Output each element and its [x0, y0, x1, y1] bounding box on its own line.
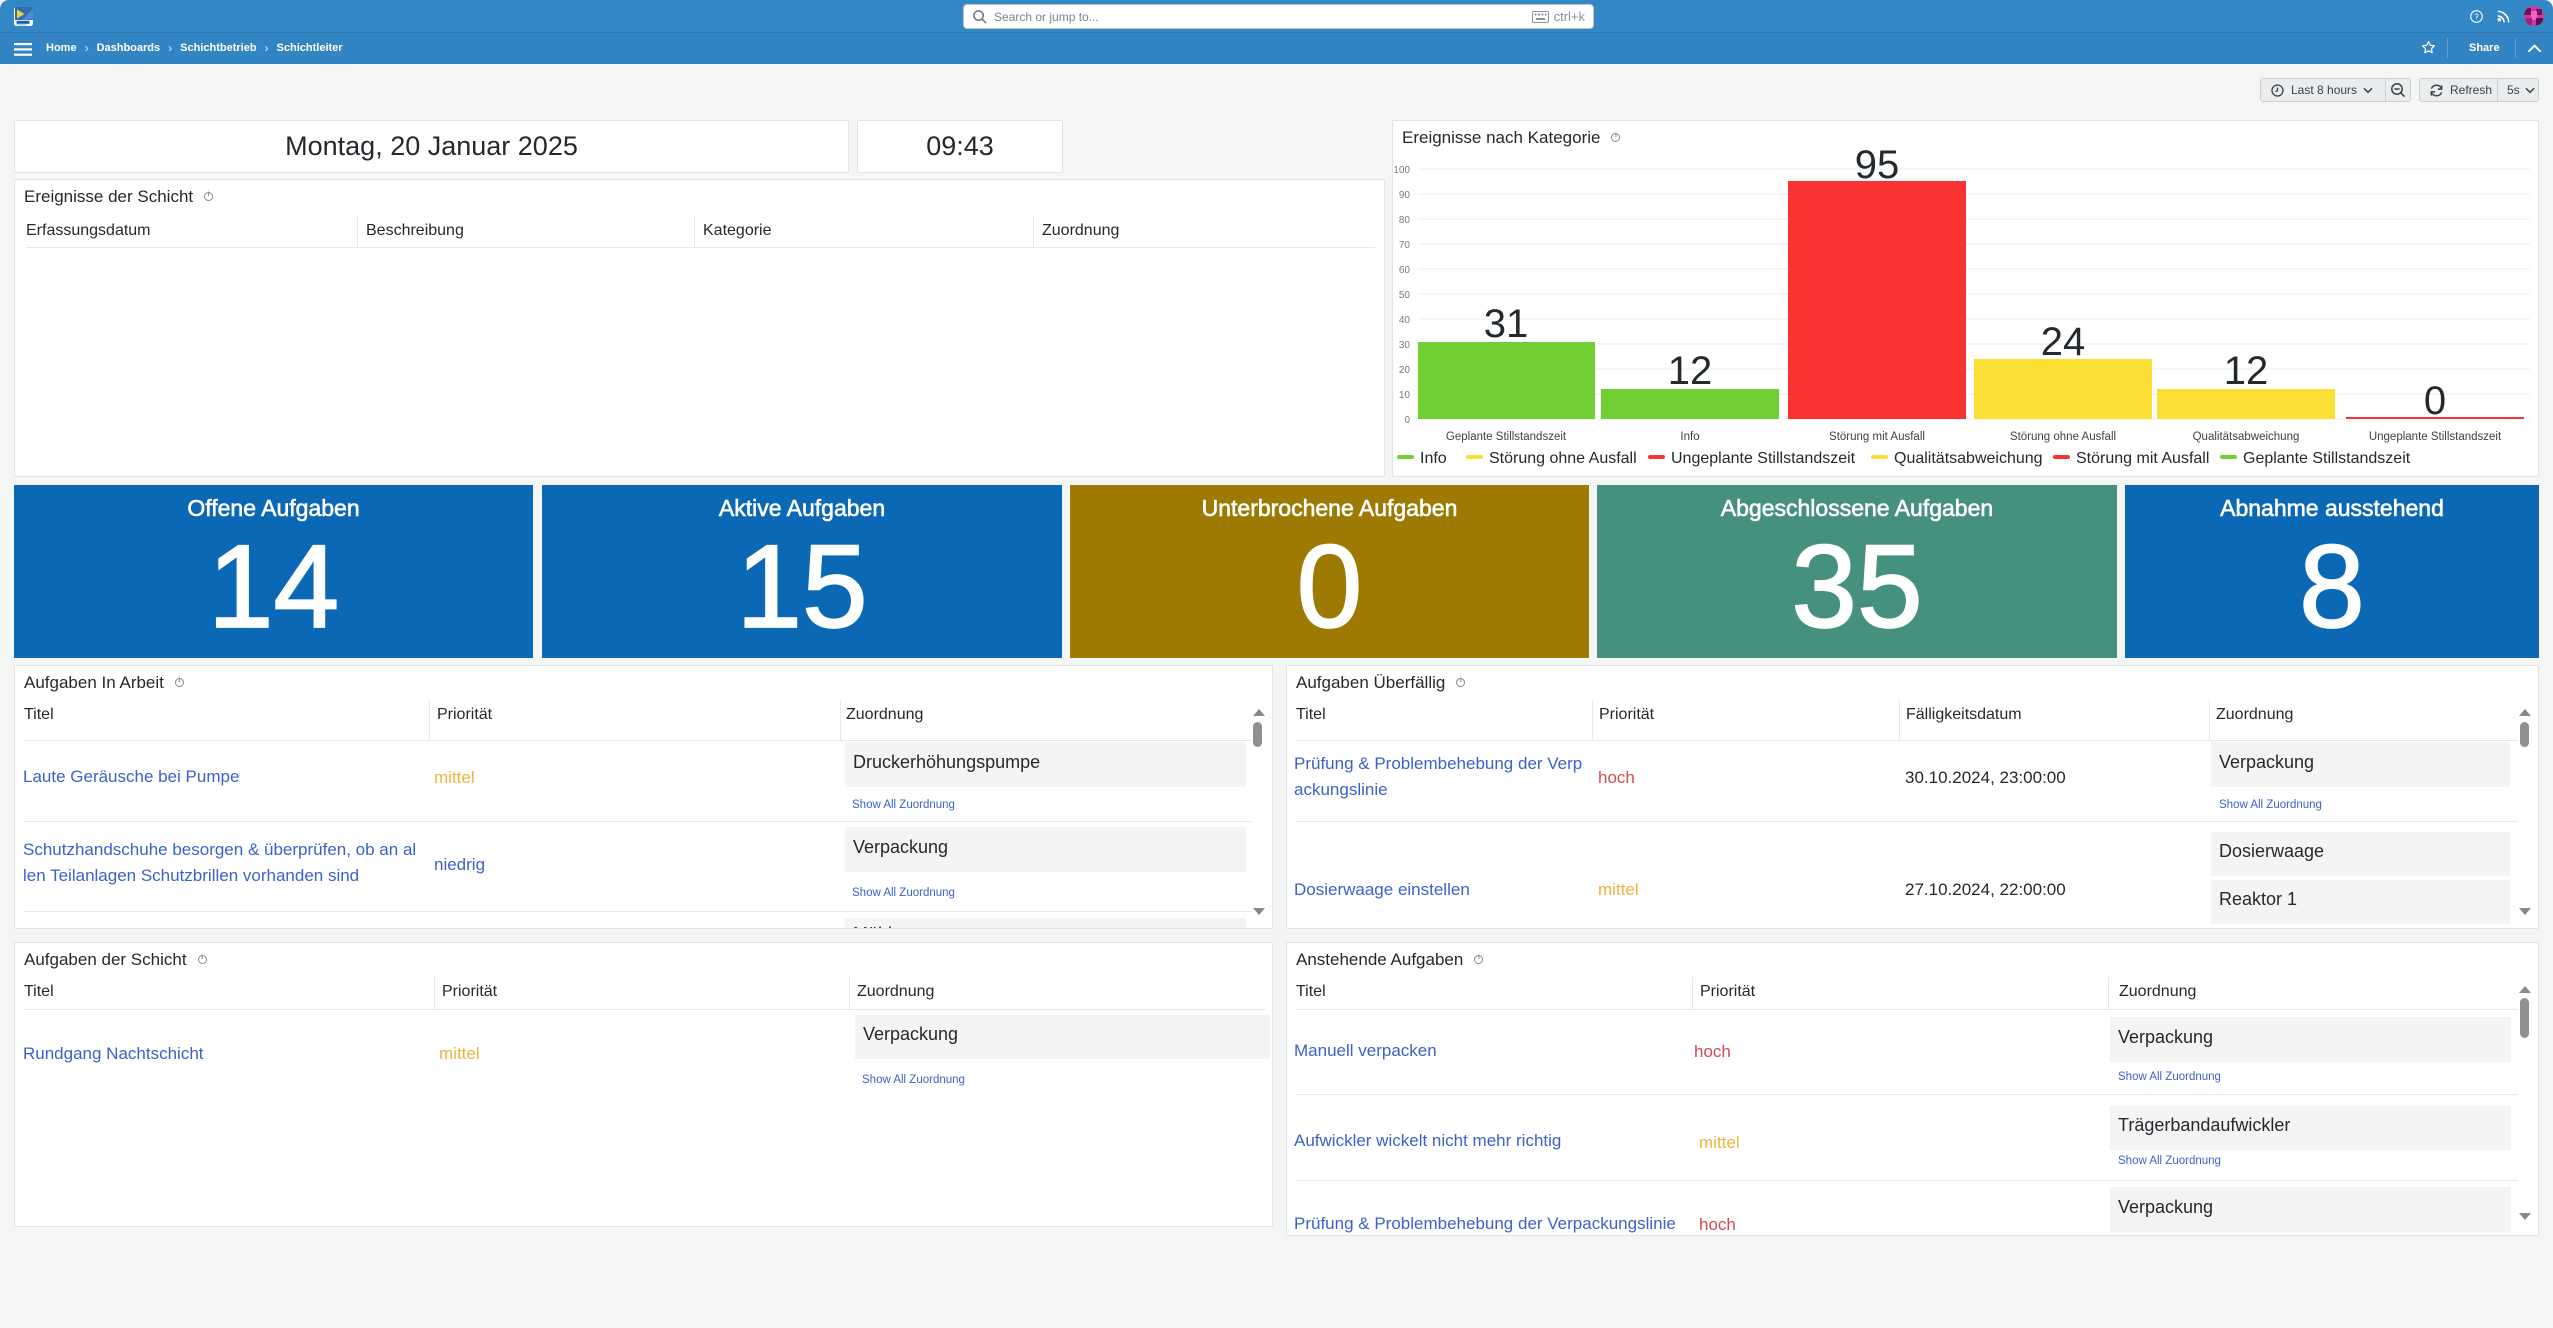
svg-text:Geplante Stillstandszeit: Geplante Stillstandszeit [1446, 431, 1567, 443]
svg-text:Störung ohne Ausfall: Störung ohne Ausfall [2010, 431, 2116, 443]
svg-text:Ungeplante Stillstandszeit: Ungeplante Stillstandszeit [1671, 450, 1856, 467]
svg-text:Störung mit Ausfall: Störung mit Ausfall [1829, 431, 1925, 443]
svg-text:40: 40 [1399, 315, 1411, 326]
svg-text:70: 70 [1399, 240, 1411, 251]
svg-text:31: 31 [1484, 302, 1529, 346]
svg-text:90: 90 [1399, 190, 1411, 201]
svg-text:80: 80 [1399, 215, 1411, 226]
svg-text:Info: Info [1420, 450, 1447, 467]
svg-text:12: 12 [1668, 349, 1713, 393]
svg-text:95: 95 [1855, 143, 1900, 187]
svg-text:Qualitätsabweichung: Qualitätsabweichung [1894, 450, 2043, 467]
svg-text:50: 50 [1399, 290, 1411, 301]
svg-text:100: 100 [1393, 165, 1410, 176]
svg-text:Qualitätsabweichung: Qualitätsabweichung [2193, 431, 2300, 443]
svg-text:Geplante Stillstandszeit: Geplante Stillstandszeit [2243, 450, 2411, 467]
svg-text:Info: Info [1680, 431, 1699, 443]
svg-text:20: 20 [1399, 365, 1411, 376]
svg-text:0: 0 [1404, 415, 1410, 426]
svg-text:Störung ohne Ausfall: Störung ohne Ausfall [1489, 450, 1637, 467]
svg-text:60: 60 [1399, 265, 1411, 276]
svg-text:10: 10 [1399, 390, 1411, 401]
svg-text:30: 30 [1399, 340, 1411, 351]
svg-text:Ungeplante Stillstandszeit: Ungeplante Stillstandszeit [2369, 431, 2502, 443]
svg-text:0: 0 [2424, 379, 2446, 423]
svg-text:Störung mit Ausfall: Störung mit Ausfall [2076, 450, 2209, 467]
svg-text:12: 12 [2224, 349, 2269, 393]
svg-text:24: 24 [2041, 320, 2086, 364]
svg-text:?: ? [2474, 13, 2479, 22]
